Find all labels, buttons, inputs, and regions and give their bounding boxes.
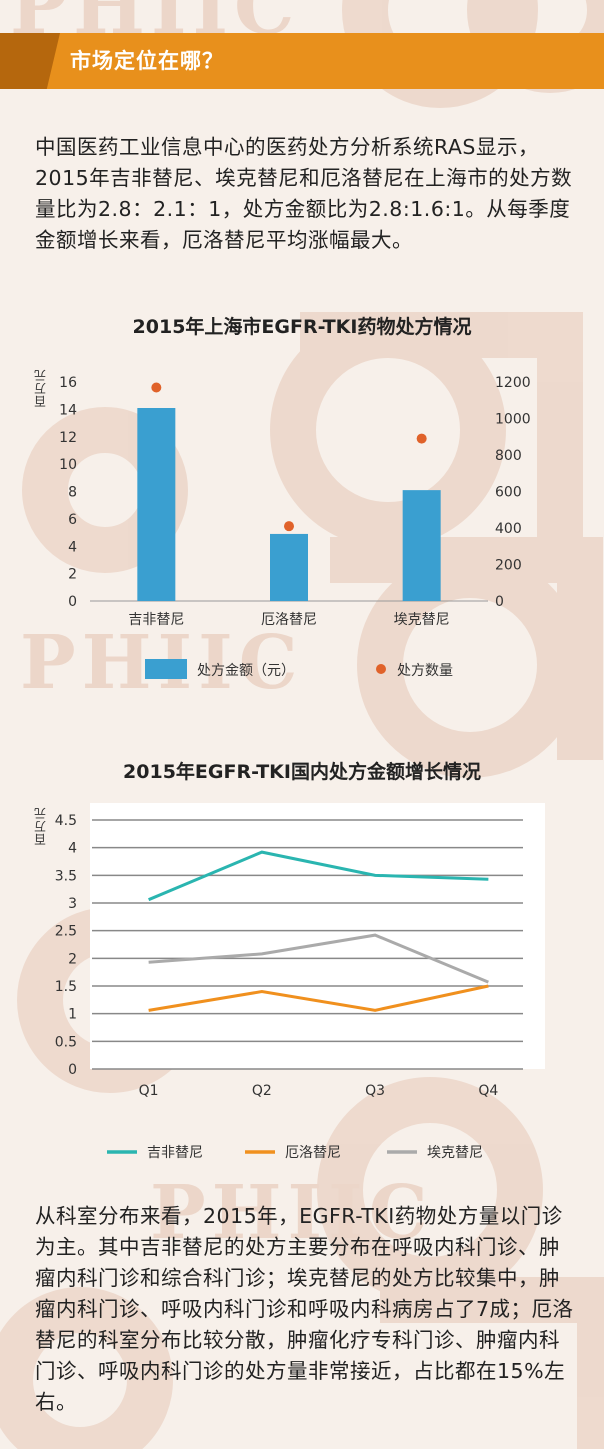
outro-paragraph: 从科室分布来看，2015年，EGFR-TKI药物处方量以门诊为主。其中吉非替尼的… [35,1204,574,1414]
x-axis-tick-label: Q1 [139,1083,159,1099]
dot-1 [151,382,162,393]
series-line-3 [148,933,489,984]
x-axis-tick-label: Q3 [365,1083,385,1099]
chart1-bar-chart: 0 2 4 6 8 10 12 14 16 0 200 400 600 800 1000 1200 百万元吉非替… [34,368,531,679]
category-label: 埃克替尼 [394,612,450,628]
section-header-title: 市场定位在哪？ [70,49,224,73]
dot-3 [416,433,427,444]
left-axis-tick-label: 16 [59,375,77,391]
left-axis-tick-label: 8 [68,485,77,501]
legend-label-bar: 处方金额（元） [197,663,295,679]
y-axis-tick-label: 1 [68,1007,77,1023]
y-axis-tick-label: 1.5 [55,979,77,995]
y-axis-tick-label: 2.5 [55,924,77,940]
section-header-bar [0,33,604,89]
bar-2 [270,533,308,601]
left-axis-tick-label: 14 [59,402,77,418]
right-axis-tick-label: 1200 [495,375,531,391]
left-axis-tick-label: 2 [68,567,77,583]
right-axis-tick-label: 600 [495,485,522,501]
chart2-line-chart: 0 0.5 1 1.5 2 2.5 3 3.5 4 4.5 百万元 Q1 Q2 Q3 Q4 吉非替尼 厄洛替尼 埃… [34,803,545,1161]
chart1-title: 2015年上海市EGFR-TKI药物处方情况 [132,316,472,338]
bar-3 [402,490,441,601]
category-label: 吉非替尼 [128,612,184,628]
series-line-2 [148,984,489,1012]
legend-label-dot: 处方数量 [397,663,453,679]
series-line-1 [148,850,489,902]
right-axis-tick-label: 1000 [495,412,531,428]
legend-label-2: 厄洛替尼 [285,1145,341,1161]
y-axis-label: 百万元 [34,368,46,408]
left-axis-tick-label: 0 [68,594,77,610]
y-axis-label: 百万元 [34,806,46,846]
right-axis-tick-label: 400 [495,521,522,537]
y-axis-tick-label: 0.5 [55,1034,77,1050]
right-axis-tick-label: 0 [495,594,504,610]
x-axis-tick-label: Q4 [478,1083,498,1099]
left-axis-tick-label: 10 [59,457,77,473]
y-axis-tick-label: 4 [68,841,77,857]
legend-swatch-bar [145,659,187,679]
right-axis-tick-label: 800 [495,448,522,464]
x-axis-tick-label: Q2 [252,1083,272,1099]
y-axis-tick-label: 0 [68,1062,77,1078]
right-axis-tick-label: 200 [495,558,522,574]
y-axis-tick-label: 2 [68,951,77,967]
left-axis-tick-label: 12 [59,430,77,446]
legend-label-1: 吉非替尼 [147,1145,203,1161]
legend-swatch-dot [376,664,386,674]
bar-1 [137,408,176,601]
category-label: 厄洛替尼 [261,612,317,628]
legend-label-3: 埃克替尼 [427,1145,483,1161]
left-axis-tick-label: 4 [68,539,77,555]
y-axis-tick-label: 3.5 [55,868,77,884]
y-axis-tick-label: 3 [68,896,77,912]
y-axis-tick-label: 4.5 [55,813,77,829]
plot-area-background [90,803,545,1069]
intro-paragraph: 中国医药工业信息中心的医药处方分析系统RAS显示，2015年吉非替尼、埃克替尼和… [35,135,573,252]
left-axis-tick-label: 6 [68,512,77,528]
chart2-title: 2015年EGFR-TKI国内处方金额增长情况 [123,761,481,783]
dot-2 [284,521,294,532]
